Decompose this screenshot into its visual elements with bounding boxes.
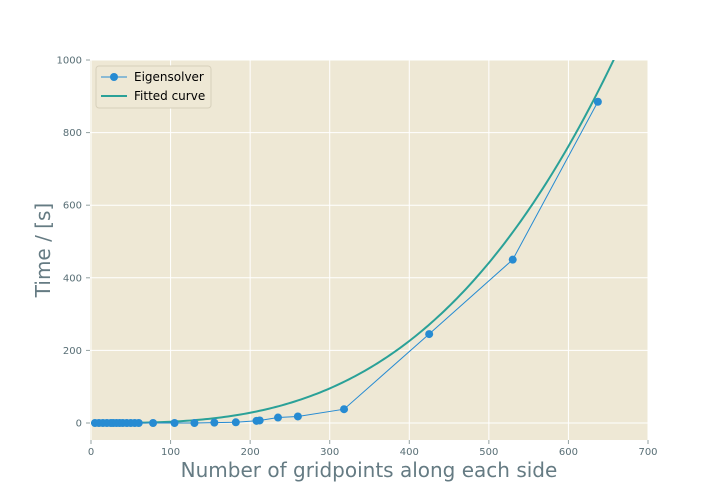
y-axis-label: Time / [s] [31,203,55,298]
data-point-eigensolver [170,419,179,427]
plot-area [90,60,648,440]
x-tick-label: 200 [241,447,260,458]
x-axis-label: Number of gridpoints along each side [181,458,558,482]
x-tick-label: 0 [88,447,94,458]
x-axis-ticks: 0 100 200 300 400 500 600 700 [88,440,658,458]
y-tick-label: 1000 [57,56,82,67]
series-line-fitted-curve [91,60,615,424]
y-tick-label: 600 [63,201,82,212]
y-tick-label: 200 [63,346,82,357]
data-point-eigensolver [508,255,517,264]
x-tick-label: 500 [479,447,498,458]
legend-label-fitted-curve: Fitted curve [134,89,205,103]
y-tick-label: 0 [76,419,82,430]
x-tick-label: 700 [638,447,657,458]
data-point-eigensolver [425,330,434,339]
data-point-eigensolver [231,418,240,427]
legend: Eigensolver Fitted curve [95,65,212,109]
data-point-eigensolver [255,416,264,425]
grid-lines [90,59,649,440]
x-tick-label: 400 [400,447,419,458]
x-tick-label: 300 [320,447,339,458]
data-point-eigensolver [149,419,158,427]
data-point-eigensolver [340,405,349,414]
x-tick-label: 100 [161,447,180,458]
legend-marker-eigensolver [110,73,118,81]
data-point-eigensolver [210,418,219,427]
plot-content [90,60,615,427]
y-tick-label: 800 [63,128,82,139]
legend-label-eigensolver: Eigensolver [134,70,204,84]
data-point-eigensolver [134,419,143,427]
series-layer [90,60,615,427]
data-point-eigensolver [593,97,602,106]
data-point-eigensolver [293,412,302,421]
data-point-eigensolver [273,413,282,422]
data-point-eigensolver [190,419,199,427]
x-tick-label: 600 [559,447,578,458]
y-tick-label: 400 [63,273,82,284]
y-axis-ticks: 0 200 400 600 800 1000 [57,56,90,430]
